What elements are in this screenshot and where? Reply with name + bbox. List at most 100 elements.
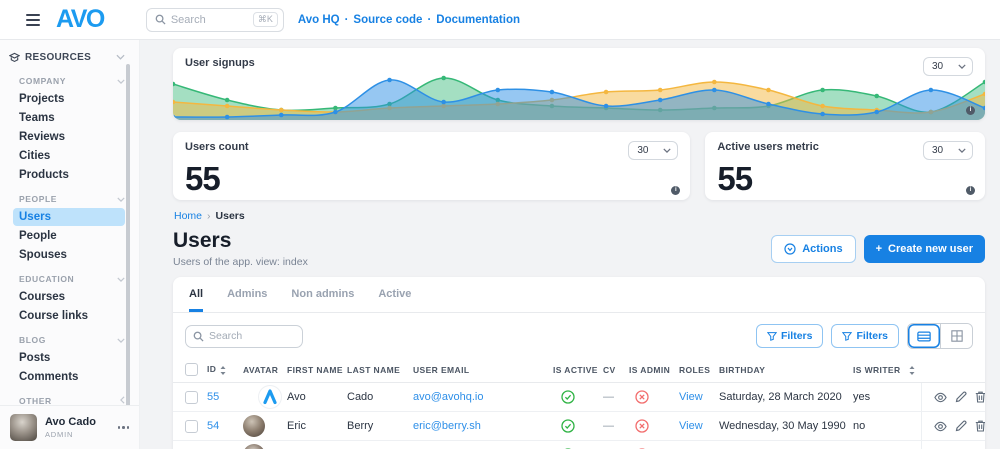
- metric-range-select[interactable]: 30: [628, 141, 678, 160]
- table-view-icon: [917, 331, 931, 342]
- table-search-input[interactable]: [209, 330, 295, 342]
- search-shortcut-badge: ⌘K: [253, 12, 278, 27]
- sidebar-item-posts[interactable]: Posts: [19, 349, 125, 367]
- users-count-card: Users count 30 55 i: [173, 132, 690, 200]
- sidebar-item-products[interactable]: Products: [19, 166, 125, 184]
- sidebar-scrollbar[interactable]: [126, 64, 130, 422]
- tab-all[interactable]: All: [189, 288, 203, 312]
- breadcrumb-home[interactable]: Home: [174, 210, 202, 222]
- sidebar-group-other[interactable]: OTHER: [19, 393, 125, 405]
- resources-icon: [9, 52, 20, 63]
- roles-view-link[interactable]: View: [679, 420, 703, 432]
- user-profile[interactable]: Avo Cado ADMIN: [0, 405, 139, 449]
- info-icon[interactable]: i: [966, 106, 975, 115]
- sort-icon[interactable]: [909, 366, 915, 375]
- table-row: 55 Avo Cado avo@avohq.io — View Saturday…: [173, 383, 985, 412]
- row-email-link[interactable]: eric@berry.sh: [413, 420, 481, 432]
- sidebar-item-reviews[interactable]: Reviews: [19, 128, 125, 146]
- link-avo-hq[interactable]: Avo HQ: [298, 14, 340, 26]
- users-count-value: 55: [185, 162, 690, 195]
- active-users-card: Active users metric 30 55 i: [705, 132, 985, 200]
- view-eye-icon[interactable]: [934, 392, 947, 403]
- plus-icon: +: [876, 243, 882, 255]
- page-subtitle: Users of the app. view: index: [173, 256, 308, 268]
- chevron-down-icon: [117, 194, 125, 204]
- search-icon: [193, 331, 204, 342]
- create-new-user-button[interactable]: + Create new user: [864, 235, 985, 263]
- is-admin-cross-icon: [635, 419, 649, 433]
- select-all-checkbox[interactable]: [185, 363, 198, 376]
- sidebar-item-course-links[interactable]: Course links: [19, 307, 125, 325]
- user-role-badge: ADMIN: [45, 430, 96, 439]
- sidebar-group-education[interactable]: EDUCATION: [19, 271, 125, 286]
- info-icon[interactable]: i: [966, 186, 975, 195]
- page-title: Users: [173, 229, 308, 253]
- row-email-link[interactable]: avo@avohq.io: [413, 391, 484, 403]
- roles-view-link[interactable]: View: [679, 391, 703, 403]
- chevron-down-icon: [117, 274, 125, 284]
- signups-chart: [173, 74, 985, 120]
- filters-button-2[interactable]: Filters: [831, 324, 899, 348]
- row-id-link[interactable]: 54: [207, 420, 219, 432]
- grid-view-button[interactable]: [940, 324, 972, 348]
- sidebar-item-teams[interactable]: Teams: [19, 109, 125, 127]
- cell-cv: —: [599, 441, 625, 449]
- row-checkbox[interactable]: [185, 391, 198, 404]
- breadcrumb: Home › Users: [174, 210, 985, 222]
- tab-non-admins[interactable]: Non admins: [291, 288, 354, 312]
- chevron-down-icon: [117, 76, 125, 86]
- metric-title: Users count: [185, 141, 249, 153]
- table-view-button[interactable]: [908, 324, 940, 348]
- header-links: Avo HQ · Source code · Documentation: [298, 14, 520, 26]
- user-name: Avo Cado: [45, 416, 96, 428]
- global-search[interactable]: ⌘K: [146, 8, 284, 32]
- sidebar-item-projects[interactable]: Projects: [19, 90, 125, 108]
- delete-trash-icon[interactable]: [975, 391, 986, 403]
- row-avatar: [243, 444, 265, 449]
- link-source-code[interactable]: Source code: [353, 14, 422, 26]
- chevron-down-icon: [117, 335, 125, 345]
- cell-birthday: Monday, 1 February 1988: [715, 441, 849, 449]
- global-search-input[interactable]: [171, 14, 248, 26]
- cell-first-name: Eric: [283, 412, 343, 441]
- filters-button-1[interactable]: Filters: [756, 324, 824, 348]
- sidebar-item-courses[interactable]: Courses: [19, 288, 125, 306]
- link-documentation[interactable]: Documentation: [436, 14, 520, 26]
- edit-pencil-icon[interactable]: [955, 420, 967, 432]
- tab-admins[interactable]: Admins: [227, 288, 267, 312]
- sidebar-item-cities[interactable]: Cities: [19, 147, 125, 165]
- delete-trash-icon[interactable]: [975, 420, 986, 432]
- sidebar-item-people[interactable]: People: [19, 227, 125, 245]
- sidebar-item-users[interactable]: Users: [13, 208, 125, 226]
- table-search[interactable]: [185, 325, 303, 348]
- sidebar-group-company[interactable]: COMPANY: [19, 73, 125, 88]
- grid-view-icon: [951, 330, 963, 342]
- sidebar-group-people[interactable]: PEOPLE: [19, 191, 125, 206]
- sort-icon[interactable]: [220, 366, 226, 375]
- view-toggle: [907, 323, 973, 349]
- sidebar-item-comments[interactable]: Comments: [19, 368, 125, 386]
- row-checkbox[interactable]: [185, 420, 198, 433]
- metric-range-select[interactable]: 30: [923, 141, 973, 160]
- actions-button[interactable]: Actions: [771, 235, 855, 263]
- cell-first-name: Vladimir: [283, 441, 343, 449]
- edit-pencil-icon[interactable]: [955, 391, 967, 403]
- sidebar-group-blog[interactable]: BLOG: [19, 332, 125, 347]
- cell-birthday: Saturday, 28 March 2020: [715, 383, 849, 412]
- avo-logo[interactable]: AVO: [56, 7, 104, 32]
- sidebar-section-resources[interactable]: RESOURCES: [9, 48, 125, 66]
- chart-title: User signups: [185, 57, 255, 69]
- row-id-link[interactable]: 55: [207, 391, 219, 403]
- tab-active[interactable]: Active: [378, 288, 411, 312]
- sidebar: RESOURCES COMPANY Projects Teams Reviews…: [0, 40, 140, 449]
- user-menu-icon[interactable]: [118, 426, 130, 429]
- sidebar-item-spouses[interactable]: Spouses: [19, 246, 125, 264]
- view-eye-icon[interactable]: [934, 421, 947, 432]
- table-row: 54 Eric Berry eric@berry.sh — View Wedne…: [173, 412, 985, 441]
- users-table: ID AVATAR FIRST NAME LAST NAME USER EMAI…: [173, 359, 985, 449]
- menu-icon[interactable]: [26, 14, 40, 26]
- table-row: 53 Vladimir Dementyev palkan@evilmartian…: [173, 441, 985, 449]
- scope-tabs: All Admins Non admins Active: [173, 277, 985, 313]
- cell-cv: —: [599, 412, 625, 441]
- cell-birthday: Wednesday, 30 May 1990: [715, 412, 849, 441]
